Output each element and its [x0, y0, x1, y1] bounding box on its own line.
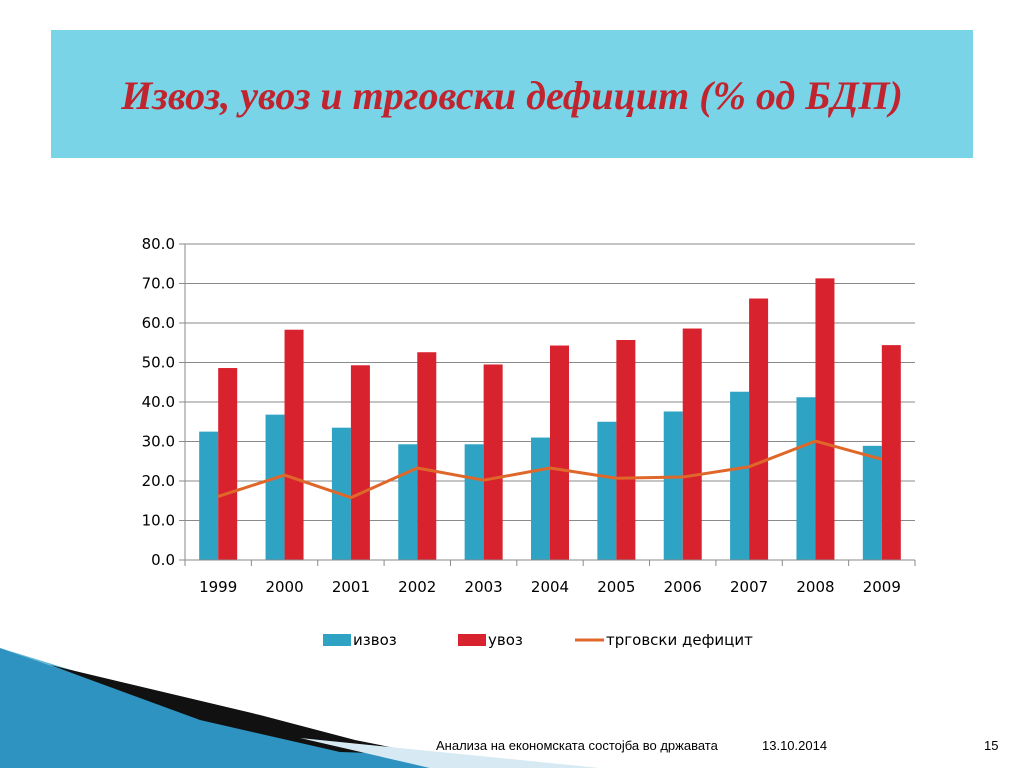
bar-export [398, 444, 418, 560]
bar-export [597, 421, 617, 560]
bar-export [199, 431, 219, 560]
y-axis: 0.0 10.0 20.0 30.0 40.0 50.0 60.0 70.0 80.0 [142, 235, 916, 569]
bar-export [265, 414, 285, 560]
x-tick-label: 2005 [597, 578, 635, 596]
x-tick-label: 2004 [531, 578, 569, 596]
bar-export [796, 397, 816, 560]
bar-export [663, 411, 683, 560]
y-tick-label: 0.0 [151, 551, 175, 569]
bar-import [881, 345, 901, 560]
bar-export [464, 444, 484, 560]
x-tick-label: 2007 [730, 578, 768, 596]
slide-title: Извоз, увоз и трговски дефицит (% од БДП… [121, 73, 903, 118]
bar-import [284, 329, 304, 560]
legend-swatch-import [458, 634, 486, 646]
bar-import [417, 352, 437, 560]
x-tick-label: 2008 [796, 578, 834, 596]
footer-text: Анализа на економската состојба во држав… [436, 738, 718, 753]
bar-export [730, 391, 750, 560]
x-tick-label: 2006 [664, 578, 702, 596]
y-tick-label: 30.0 [142, 433, 175, 451]
y-tick-label: 10.0 [142, 512, 175, 530]
page-number: 15 [984, 738, 999, 753]
bar-import [550, 345, 569, 560]
y-tick-label: 70.0 [142, 275, 175, 293]
y-tick-label: 50.0 [142, 354, 175, 372]
y-tick-label: 40.0 [142, 393, 175, 411]
chart-bars [199, 278, 901, 560]
x-axis: 1999 2000 2001 2002 2003 2004 2005 2006 2007 2008… [184, 559, 915, 596]
bar-import [815, 278, 835, 560]
bar-export [531, 437, 550, 560]
legend-label-export: извоз [353, 631, 397, 649]
chart-line [217, 439, 883, 500]
y-tick-label: 20.0 [142, 472, 175, 490]
bar-import [483, 364, 503, 560]
legend-label-deficit: трговски дефицит [606, 631, 753, 649]
bar-import [749, 298, 769, 560]
bar-import [682, 328, 702, 560]
legend-swatch-export [323, 634, 351, 646]
footer-date: 13.10.2014 [762, 738, 828, 753]
chart-legend: извоз увоз трговски дефицит [323, 631, 753, 649]
x-tick-label: 2002 [398, 578, 436, 596]
x-tick-label: 2009 [863, 578, 901, 596]
bar-import [350, 365, 370, 560]
bar-import [616, 339, 636, 560]
deficit-line [217, 439, 883, 500]
x-tick-label: 2003 [465, 578, 503, 596]
decorative-swoosh [0, 648, 600, 768]
x-tick-label: 2000 [265, 578, 303, 596]
y-tick-label: 80.0 [142, 235, 175, 253]
title-bar [51, 30, 973, 158]
bar-import [218, 368, 238, 560]
y-tick-label: 60.0 [142, 314, 175, 332]
x-tick-label: 2001 [332, 578, 370, 596]
x-tick-label: 1999 [199, 578, 237, 596]
bar-export [862, 445, 882, 560]
legend-label-import: увоз [488, 631, 523, 649]
